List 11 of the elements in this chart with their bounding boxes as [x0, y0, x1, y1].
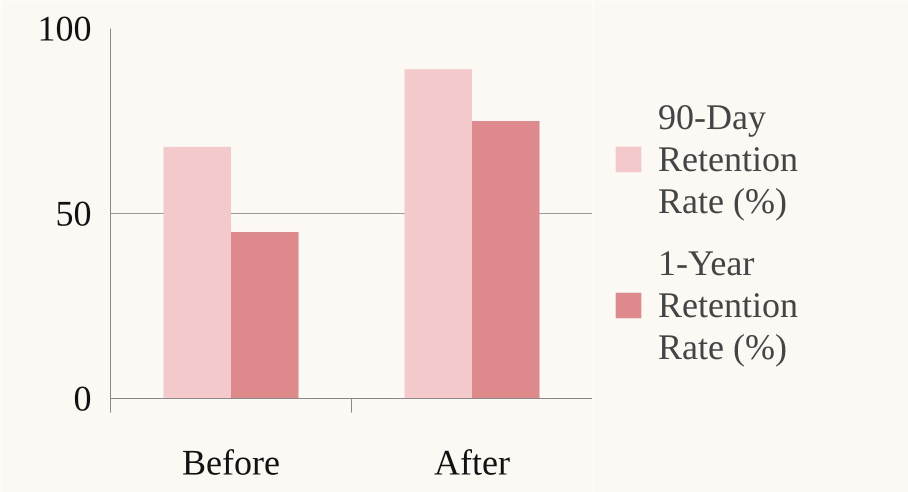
bar — [404, 69, 472, 398]
x-tick-label: Before — [182, 442, 280, 482]
y-tick-label: 0 — [74, 378, 92, 418]
bar — [164, 146, 231, 398]
x-tick-label: After — [434, 442, 510, 482]
bar — [472, 121, 540, 398]
y-tick-label: 50 — [56, 194, 92, 234]
legend-label: 90-Day Retention Rate (%) — [658, 96, 798, 222]
y-tick-label: 100 — [38, 8, 92, 48]
legend-label: 1-Year Retention Rate (%) — [658, 242, 798, 368]
bar — [231, 232, 298, 398]
